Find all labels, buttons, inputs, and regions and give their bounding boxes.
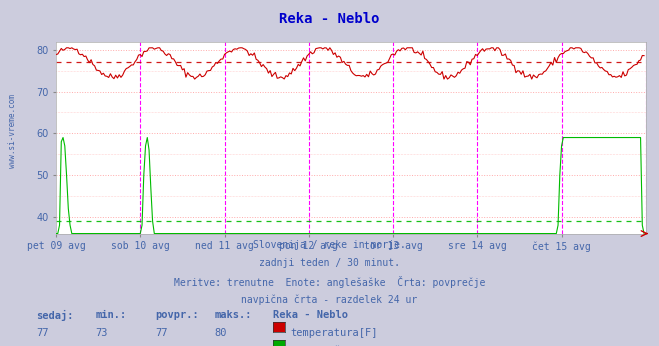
Text: 73: 73 <box>96 328 108 338</box>
Text: 77: 77 <box>36 328 49 338</box>
Text: Reka - Neblo: Reka - Neblo <box>273 310 349 320</box>
Text: www.si-vreme.com: www.si-vreme.com <box>8 94 17 169</box>
Text: min.:: min.: <box>96 310 127 320</box>
Text: 77: 77 <box>155 328 167 338</box>
Text: Meritve: trenutne  Enote: anglešaške  Črta: povprečje: Meritve: trenutne Enote: anglešaške Črta… <box>174 276 485 289</box>
Text: zadnji teden / 30 minut.: zadnji teden / 30 minut. <box>259 258 400 268</box>
Text: navpična črta - razdelek 24 ur: navpična črta - razdelek 24 ur <box>241 294 418 305</box>
Text: temperatura[F]: temperatura[F] <box>290 328 378 338</box>
Text: Slovenija / reke in morje.: Slovenija / reke in morje. <box>253 240 406 251</box>
Text: Reka - Neblo: Reka - Neblo <box>279 12 380 26</box>
Text: 80: 80 <box>214 328 227 338</box>
Text: povpr.:: povpr.: <box>155 310 198 320</box>
Text: maks.:: maks.: <box>214 310 252 320</box>
Text: sedaj:: sedaj: <box>36 310 74 321</box>
